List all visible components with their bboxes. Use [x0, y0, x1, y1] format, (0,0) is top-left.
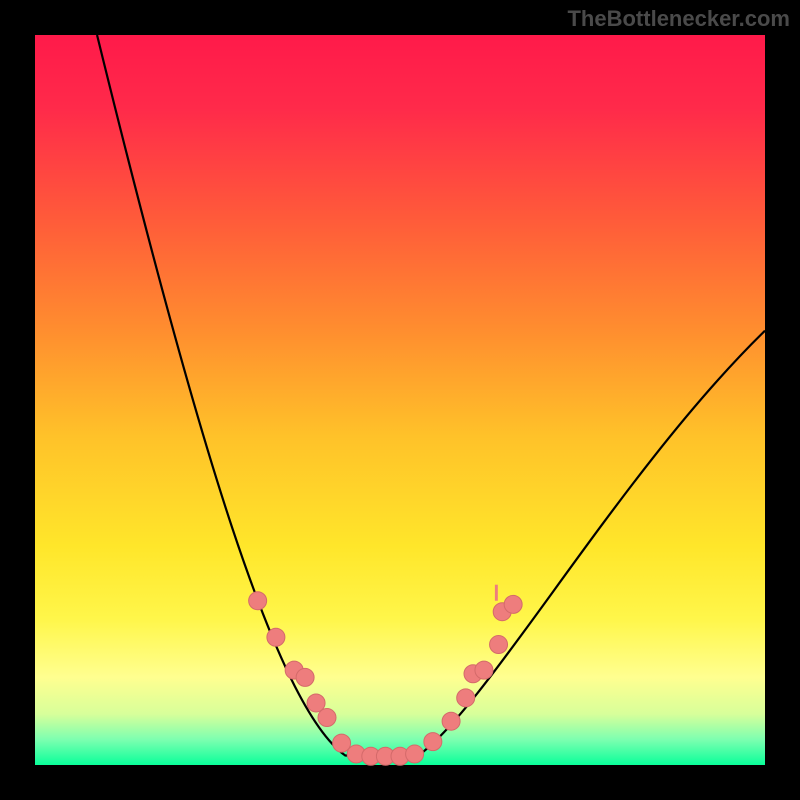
data-marker — [406, 745, 424, 763]
stray-tick — [495, 585, 498, 601]
data-marker — [249, 592, 267, 610]
data-marker — [504, 595, 522, 613]
chart-stage: TheBottlenecker.com — [0, 0, 800, 800]
data-marker — [457, 689, 475, 707]
data-marker — [296, 668, 314, 686]
data-marker — [318, 709, 336, 727]
data-marker — [333, 734, 351, 752]
data-marker — [490, 636, 508, 654]
watermark-text: TheBottlenecker.com — [567, 6, 790, 32]
data-marker — [267, 628, 285, 646]
chart-svg — [0, 0, 800, 800]
plot-background — [35, 35, 765, 765]
data-marker — [442, 712, 460, 730]
data-marker — [307, 694, 325, 712]
data-marker — [424, 733, 442, 751]
data-marker — [475, 661, 493, 679]
